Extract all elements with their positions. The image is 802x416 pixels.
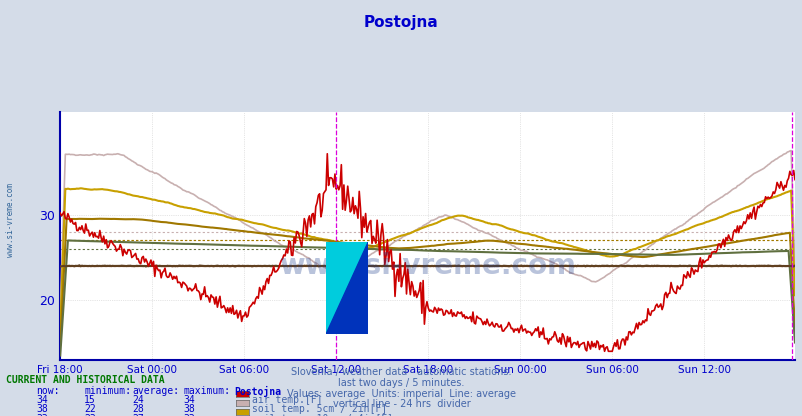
Text: 38: 38 — [36, 404, 48, 414]
Text: www.si-vreme.com: www.si-vreme.com — [279, 252, 575, 280]
Polygon shape — [326, 242, 368, 334]
Text: Values: average  Units: imperial  Line: average: Values: average Units: imperial Line: av… — [286, 389, 516, 399]
Text: Postojna: Postojna — [363, 15, 439, 30]
Text: 28: 28 — [132, 404, 144, 414]
Text: 33: 33 — [36, 414, 48, 416]
Text: soil temp. 5cm / 2in[F]: soil temp. 5cm / 2in[F] — [252, 404, 387, 414]
Text: air temp.[F]: air temp.[F] — [252, 395, 322, 405]
Text: 15: 15 — [84, 395, 96, 405]
Text: maximum:: maximum: — [183, 386, 230, 396]
Text: vertical line - 24 hrs  divider: vertical line - 24 hrs divider — [332, 399, 470, 409]
Text: Postojna: Postojna — [234, 386, 282, 397]
Text: www.si-vreme.com: www.si-vreme.com — [6, 183, 15, 258]
Text: 33: 33 — [183, 414, 195, 416]
Text: 27: 27 — [132, 414, 144, 416]
Text: 34: 34 — [183, 395, 195, 405]
Text: minimum:: minimum: — [84, 386, 132, 396]
Text: average:: average: — [132, 386, 180, 396]
Text: CURRENT AND HISTORICAL DATA: CURRENT AND HISTORICAL DATA — [6, 375, 165, 385]
Text: 24: 24 — [132, 395, 144, 405]
Text: now:: now: — [36, 386, 59, 396]
Text: 34: 34 — [36, 395, 48, 405]
Text: 23: 23 — [84, 414, 96, 416]
Text: soil temp. 10cm / 4in[F]: soil temp. 10cm / 4in[F] — [252, 414, 393, 416]
Text: 22: 22 — [84, 404, 96, 414]
Text: last two days / 5 minutes.: last two days / 5 minutes. — [338, 378, 464, 388]
Text: Slovenia / weather data - automatic stations.: Slovenia / weather data - automatic stat… — [291, 367, 511, 377]
Polygon shape — [326, 242, 368, 334]
Text: 38: 38 — [183, 404, 195, 414]
